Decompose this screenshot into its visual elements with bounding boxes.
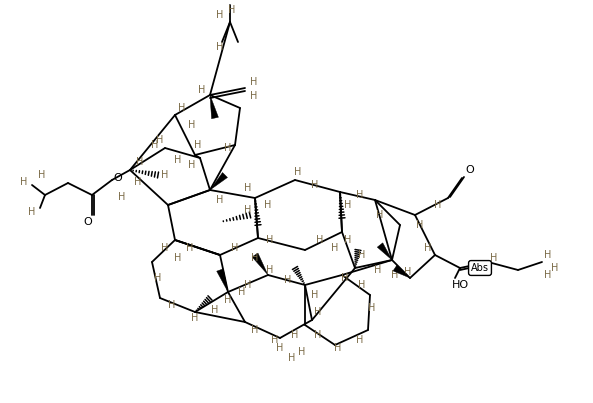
Text: H: H [174, 155, 181, 165]
Text: H: H [251, 253, 259, 263]
Text: H: H [28, 207, 36, 217]
Text: H: H [334, 343, 342, 353]
Text: H: H [356, 190, 364, 200]
Text: H: H [168, 300, 176, 310]
Text: H: H [224, 295, 232, 305]
Text: H: H [490, 253, 498, 263]
Text: H: H [134, 177, 142, 187]
Text: H: H [251, 325, 259, 335]
Text: H: H [358, 280, 366, 290]
Text: H: H [374, 265, 382, 275]
Polygon shape [393, 265, 410, 278]
Text: H: H [544, 250, 551, 260]
Text: H: H [298, 347, 305, 357]
Text: H: H [244, 280, 251, 290]
Text: H: H [425, 243, 432, 253]
Text: Abs: Abs [471, 263, 489, 273]
Text: O: O [84, 217, 93, 227]
Text: H: H [356, 335, 364, 345]
Text: H: H [391, 270, 398, 280]
Text: H: H [284, 275, 292, 285]
Text: H: H [157, 135, 164, 145]
Text: H: H [250, 77, 258, 87]
Text: H: H [314, 307, 321, 317]
Text: H: H [342, 273, 349, 283]
Text: H: H [345, 235, 352, 245]
Text: H: H [377, 210, 384, 220]
Text: H: H [266, 265, 274, 275]
Text: H: H [189, 120, 196, 130]
Text: H: H [39, 170, 46, 180]
Text: H: H [174, 253, 181, 263]
Text: H: H [416, 220, 423, 230]
Text: H: H [291, 330, 299, 340]
Text: O: O [466, 165, 474, 175]
Text: H: H [345, 200, 352, 210]
Text: H: H [238, 287, 246, 297]
Text: O: O [114, 173, 122, 183]
Text: H: H [272, 335, 279, 345]
Polygon shape [210, 95, 218, 119]
Text: H: H [311, 180, 318, 190]
Text: HO: HO [451, 280, 468, 290]
Text: H: H [288, 353, 296, 363]
Text: H: H [198, 85, 206, 95]
Polygon shape [377, 243, 392, 260]
Text: H: H [216, 195, 224, 205]
Text: H: H [186, 243, 194, 253]
Polygon shape [252, 253, 268, 275]
Text: H: H [216, 10, 224, 20]
Text: H: H [250, 91, 258, 101]
Text: H: H [434, 200, 442, 210]
Text: H: H [161, 243, 168, 253]
Text: H: H [195, 140, 202, 150]
Text: H: H [231, 243, 239, 253]
Text: H: H [216, 42, 224, 52]
Text: H: H [154, 273, 162, 283]
Text: H: H [368, 303, 376, 313]
Text: H: H [189, 160, 196, 170]
Text: H: H [276, 343, 283, 353]
Text: H: H [316, 235, 324, 245]
Text: H: H [136, 157, 144, 167]
Polygon shape [210, 172, 228, 190]
Text: H: H [244, 205, 251, 215]
Text: H: H [224, 143, 232, 153]
Text: H: H [311, 290, 318, 300]
Text: H: H [20, 177, 28, 187]
Text: H: H [151, 140, 159, 150]
Text: H: H [331, 243, 339, 253]
Polygon shape [216, 269, 228, 292]
Text: H: H [404, 267, 412, 277]
Text: H: H [551, 263, 559, 273]
Text: H: H [119, 192, 126, 202]
Text: H: H [228, 5, 235, 15]
Text: H: H [264, 200, 272, 210]
Text: H: H [192, 313, 199, 323]
Text: H: H [544, 270, 551, 280]
Text: H: H [358, 250, 366, 260]
Text: H: H [314, 330, 321, 340]
Text: H: H [178, 103, 186, 113]
Text: H: H [211, 305, 219, 315]
Text: H: H [161, 170, 168, 180]
Text: H: H [266, 235, 274, 245]
Text: H: H [244, 183, 251, 193]
Text: H: H [294, 167, 302, 177]
